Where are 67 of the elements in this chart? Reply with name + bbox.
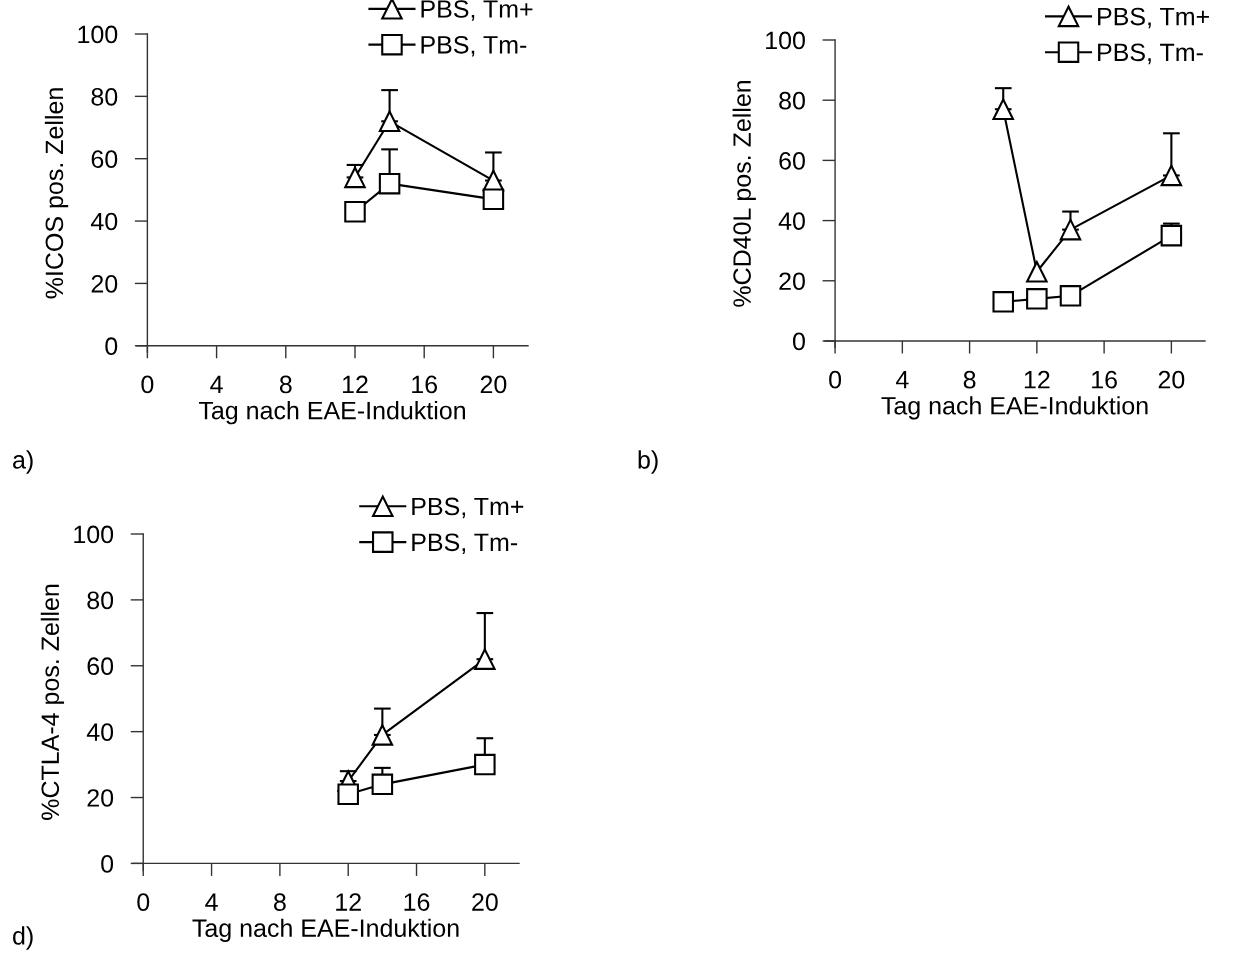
y-tick-label: 20 [87, 789, 114, 807]
legend-label: PBS, Tm- [421, 35, 527, 57]
x-tick-label: 4 [205, 893, 218, 911]
x-tick-label: 0 [829, 370, 842, 389]
point [474, 648, 496, 670]
x-axis-title: Tag nach EAE-Induktion [198, 401, 465, 425]
point [1026, 288, 1048, 310]
point [1059, 218, 1082, 241]
y-tick-label: 20 [91, 275, 118, 293]
point [992, 291, 1014, 313]
x-tick-label: 8 [279, 375, 292, 394]
x-tick-label: 16 [412, 375, 437, 394]
y-axis-title: %ICOS pos. Zellen [44, 88, 69, 299]
y-tick-label: 0 [105, 337, 118, 356]
point [344, 200, 366, 223]
y-tick-label: 20 [779, 272, 805, 291]
x-tick-label: 4 [895, 371, 909, 389]
x-tick-label: 0 [141, 375, 154, 394]
x-tick-label: 0 [137, 893, 150, 911]
y-tick-label: 0 [793, 332, 805, 351]
legend-label: PBS, Tm+ [421, 0, 533, 21]
x-tick-label: 8 [274, 893, 286, 911]
point [482, 188, 505, 210]
point [1026, 260, 1048, 283]
point [378, 172, 401, 195]
y-tick-label: 80 [87, 591, 114, 610]
text: d) [13, 926, 33, 950]
x-tick-label: 20 [1158, 370, 1185, 389]
x-tick-label: 16 [1092, 370, 1117, 389]
y-tick-label: 40 [778, 212, 805, 230]
x-tick-label: 20 [480, 375, 507, 394]
y-tick-label: 0 [101, 855, 114, 873]
text: b) [638, 450, 658, 474]
x-tick-label: 20 [472, 893, 498, 911]
point [378, 110, 401, 133]
point [992, 98, 1014, 120]
x-tick-label: 8 [963, 370, 976, 389]
x-axis-title: Tag nach EAE-Induktion [881, 396, 1148, 420]
y-tick-label: 80 [91, 87, 118, 106]
x-tick-label: 16 [404, 893, 430, 911]
point [1160, 164, 1183, 187]
x-tick-label: 12 [336, 893, 361, 911]
legend-label: PBS, Tm+ [1098, 7, 1209, 29]
y-tick-label: 100 [766, 31, 805, 50]
y-tick-label: 40 [86, 723, 114, 741]
y-axis-title: %CTLA-4 pos. Zellen [40, 584, 65, 820]
point [371, 773, 394, 796]
text: a) [13, 450, 33, 474]
point [1059, 285, 1082, 307]
x-tick-label: 12 [1024, 370, 1050, 389]
point [371, 724, 394, 746]
y-tick-label: 40 [90, 212, 118, 231]
y-tick-label: 100 [78, 25, 118, 44]
x-tick-label: 4 [210, 375, 223, 394]
y-tick-label: 60 [91, 150, 118, 169]
point [337, 783, 359, 805]
y-tick-label: 100 [74, 525, 114, 544]
legend-label: PBS, Tm- [412, 533, 518, 555]
y-axis-title: %CD40L pos. Zellen [732, 80, 756, 307]
x-tick-label: 12 [343, 375, 368, 394]
legend-label: PBS, Tm+ [412, 497, 524, 519]
x-axis-title: Tag nach EAE-Induktion [192, 918, 459, 942]
y-tick-label: 60 [779, 151, 805, 170]
y-tick-label: 60 [87, 657, 114, 676]
point [474, 753, 496, 776]
legend-label: PBS, Tm- [1098, 43, 1203, 65]
y-tick-label: 80 [779, 91, 805, 110]
